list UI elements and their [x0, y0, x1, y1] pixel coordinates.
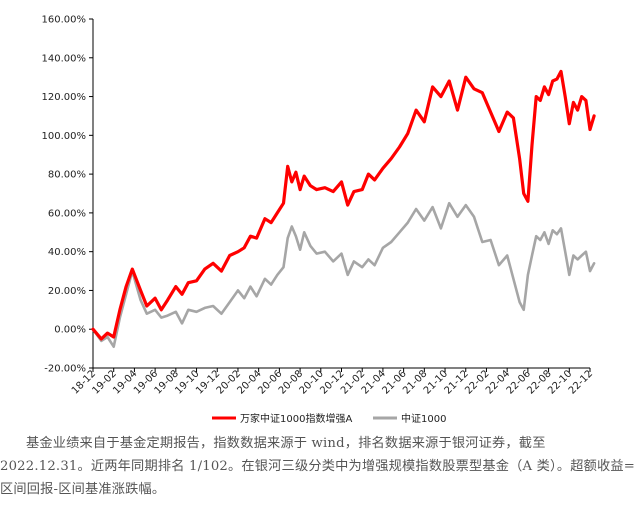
- y-axis: -20.00% 0.00% 20.00% 40.00% 60.00% 80.00% 100.…: [42, 15, 94, 375]
- chart-caption: 基金业绩来自于基金定期报告，指数数据来源于 wind，排名数据来源于银河证券，截…: [0, 436, 636, 497]
- y-tick-label: -20.00%: [44, 364, 86, 375]
- y-tick-label: 100.00%: [42, 131, 87, 142]
- y-tick-label: 60.00%: [48, 208, 86, 219]
- legend-label: 中证1000: [401, 412, 446, 425]
- series-line-1: [91, 69, 596, 341]
- legend-label: 万家中证1000指数增强A: [240, 412, 352, 425]
- y-tick-label: 140.00%: [42, 53, 87, 64]
- series-layer: [91, 69, 596, 349]
- legend: 万家中证1000指数增强A 中证1000: [212, 412, 446, 425]
- x-tick-label: 22-12: [567, 368, 595, 396]
- y-tick-label: 40.00%: [48, 247, 86, 258]
- y-tick-label: 20.00%: [48, 286, 86, 297]
- y-tick-label: 0.00%: [54, 325, 86, 336]
- x-axis: 18-1219-0219-0419-0619-0819-1019-1220-02…: [70, 367, 595, 397]
- series-line-2: [91, 201, 596, 349]
- y-tick-label: 160.00%: [42, 15, 87, 26]
- chart-area: -20.00% 0.00% 20.00% 40.00% 60.00% 80.00% 100.…: [42, 15, 596, 425]
- y-tick-label: 120.00%: [42, 92, 87, 103]
- y-tick-label: 80.00%: [48, 170, 86, 181]
- line-chart: -20.00% 0.00% 20.00% 40.00% 60.00% 80.00% 100.…: [42, 15, 596, 425]
